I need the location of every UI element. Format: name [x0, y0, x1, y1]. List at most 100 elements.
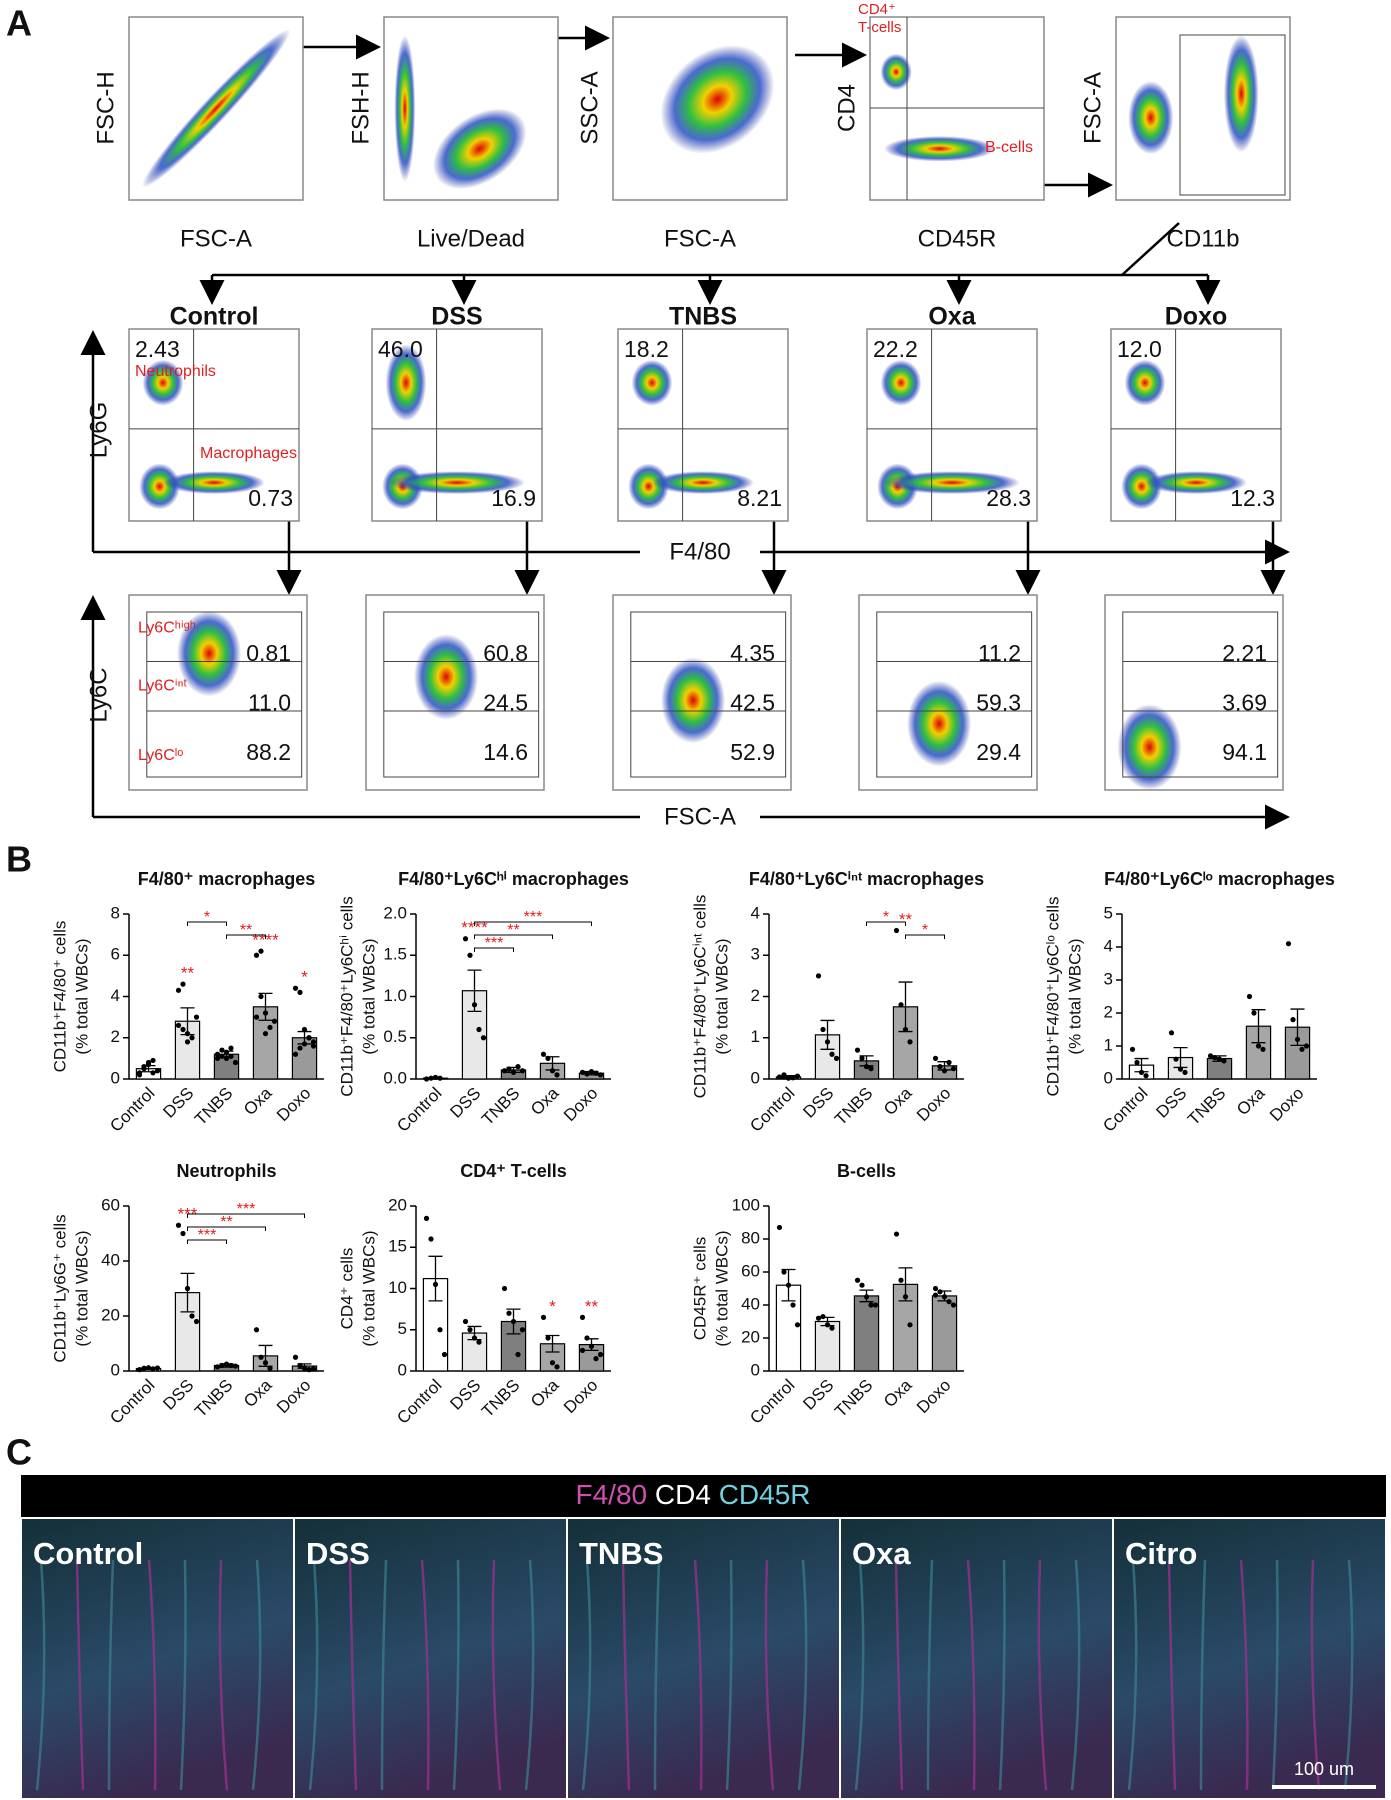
data-point: [154, 1365, 161, 1371]
significance: *: [301, 968, 308, 987]
data-point: [824, 1039, 831, 1045]
gate-frequency: 8.21: [737, 485, 782, 511]
data-point: [175, 1222, 182, 1228]
tissue-stroke: [797, 1559, 808, 1791]
data-point: [1134, 1059, 1140, 1066]
tissue-stroke: [1127, 1559, 1138, 1791]
tissue-stroke: [693, 1559, 703, 1791]
data-point: [180, 1026, 186, 1033]
panel-label: C: [6, 1432, 32, 1473]
data-point: [184, 1039, 191, 1045]
y-tick-label: 4: [1104, 936, 1113, 955]
x-tick-label: Doxo: [1266, 1084, 1307, 1125]
data-point: [781, 1072, 787, 1078]
bracket: [187, 1226, 266, 1231]
axis-label: Ly6C: [85, 667, 112, 722]
data-point: [301, 1026, 308, 1033]
data-point: [593, 1070, 599, 1076]
x-tick-label: Oxa: [880, 1083, 916, 1119]
stain: CD4: [655, 1479, 711, 1510]
data-point: [868, 1066, 874, 1072]
gate-frequency: 12.3: [1230, 485, 1275, 511]
data-point: [815, 1315, 822, 1321]
data-point: [932, 1055, 939, 1061]
gate-frequency: 94.1: [1222, 739, 1267, 765]
data-point: [136, 1072, 143, 1078]
tissue-stroke: [308, 1559, 319, 1791]
data-point: [253, 1327, 260, 1333]
axis-label: FSC-A: [180, 225, 252, 252]
data-point: [258, 993, 264, 1000]
x-tick-label: TNBS: [478, 1084, 523, 1129]
y-axis-label: (% total WBCs): [359, 1230, 378, 1346]
data-point: [267, 1024, 273, 1031]
data-point: [437, 1327, 443, 1333]
data-point: [150, 1366, 156, 1372]
significance: *: [883, 909, 889, 926]
data-point: [262, 1010, 269, 1016]
cell-density: [1121, 463, 1162, 510]
data-point: [588, 1068, 595, 1075]
data-point: [540, 1051, 547, 1057]
error-bar: [428, 1255, 443, 1302]
gate-frequency: 2.43: [135, 336, 180, 362]
x-tick-label: Doxo: [913, 1084, 954, 1125]
data-point: [859, 1055, 865, 1061]
data-point: [854, 1277, 861, 1283]
data-point: [501, 1068, 508, 1074]
x-tick-label: Doxo: [273, 1376, 314, 1417]
data-point: [462, 936, 469, 942]
significance: **: [507, 922, 519, 939]
data-point: [501, 1285, 508, 1292]
data-point: [180, 981, 186, 987]
tissue-stroke: [998, 1559, 1006, 1791]
stain-bar: [21, 1475, 1386, 1517]
y-tick-label: 0.5: [383, 1027, 407, 1046]
tissue-stroke: [75, 1559, 85, 1791]
tissue-stroke: [1070, 1559, 1081, 1791]
tissue-stroke: [764, 1559, 775, 1791]
population-label: Ly6Cˡᵒ: [138, 747, 183, 764]
bracket: [226, 934, 266, 939]
population-label: Ly6Cⁱⁿᵗ: [138, 677, 187, 694]
data-point: [941, 1294, 948, 1300]
stain: F4/80: [576, 1479, 648, 1510]
data-point: [310, 1366, 317, 1372]
data-point: [232, 1363, 239, 1369]
cell-density: [660, 45, 775, 154]
cell-density: [628, 463, 669, 510]
x-tick-label: Control: [746, 1376, 798, 1428]
tissue-stroke: [1037, 1559, 1048, 1791]
data-point: [1303, 1043, 1310, 1049]
tissue-stroke: [380, 1559, 388, 1791]
data-point: [545, 1055, 551, 1061]
data-point: [258, 948, 264, 954]
chart-title: CD4⁺ T-cells: [460, 1161, 567, 1181]
data-point: [301, 1041, 308, 1047]
data-point: [776, 1224, 783, 1231]
cell-density: [163, 471, 265, 495]
data-point: [428, 1236, 434, 1242]
data-point: [223, 1361, 230, 1367]
data-point: [794, 1322, 801, 1328]
y-axis-label: (% total WBCs): [72, 1230, 91, 1346]
cell-density: [1128, 81, 1174, 155]
gate-frequency: 11.0: [248, 690, 291, 716]
data-point: [136, 1367, 143, 1373]
data-point: [271, 1018, 278, 1024]
axis-label: FSC-A: [664, 225, 736, 252]
significance: ***: [485, 935, 504, 952]
y-tick-label: 60: [741, 1261, 760, 1280]
significance: ****: [252, 931, 279, 950]
data-point: [579, 1347, 586, 1353]
tissue-stroke: [147, 1559, 157, 1791]
axis-label: Live/Dead: [417, 225, 525, 252]
data-point: [785, 1075, 792, 1081]
y-tick-label: 2: [1104, 1002, 1113, 1021]
data-point: [549, 1068, 556, 1074]
chart-title: B-cells: [837, 1161, 896, 1181]
data-point: [467, 1327, 473, 1333]
cell-density: [884, 471, 1020, 495]
x-tick-label: Doxo: [273, 1084, 314, 1125]
